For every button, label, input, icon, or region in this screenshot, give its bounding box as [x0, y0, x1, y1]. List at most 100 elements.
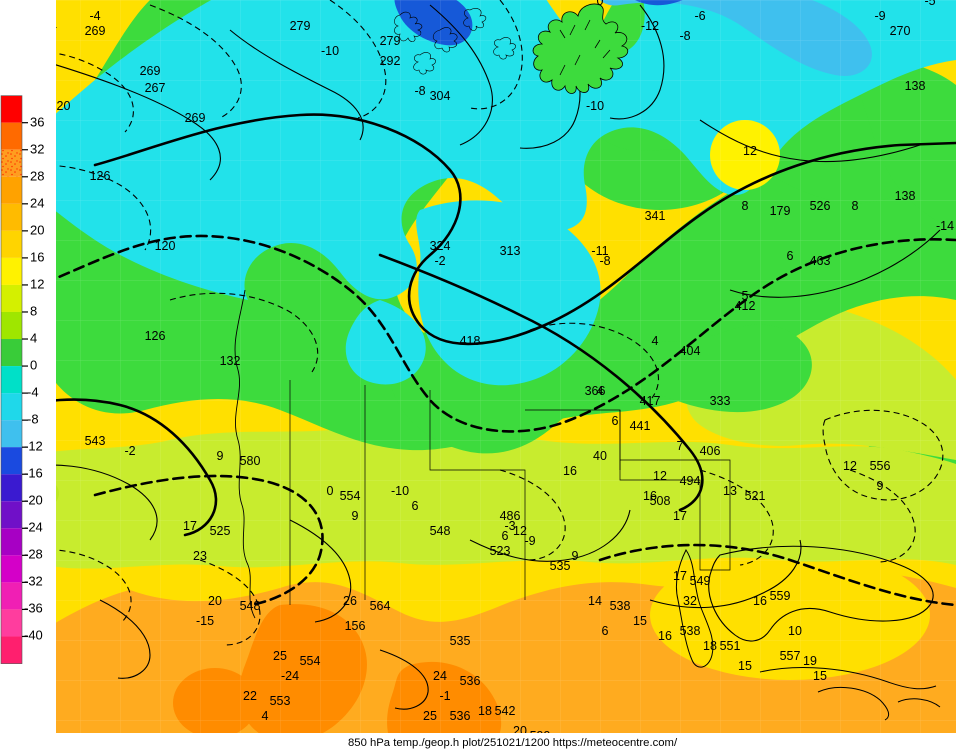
- svg-text:-8: -8: [414, 84, 425, 98]
- svg-text:12: 12: [843, 459, 857, 473]
- svg-text:9: 9: [877, 479, 884, 493]
- svg-text:36: 36: [30, 115, 44, 130]
- svg-text:543: 543: [85, 434, 106, 448]
- svg-text:279: 279: [380, 34, 401, 48]
- svg-text:525: 525: [210, 524, 231, 538]
- svg-text:494: 494: [680, 474, 701, 488]
- svg-text:12: 12: [743, 144, 757, 158]
- svg-text:-32: -32: [24, 574, 43, 589]
- svg-text:0: 0: [327, 484, 334, 498]
- svg-text:28: 28: [30, 169, 44, 184]
- svg-text:17: 17: [673, 569, 687, 583]
- svg-text:24: 24: [30, 196, 44, 211]
- svg-text:6: 6: [787, 249, 794, 263]
- svg-text:554: 554: [340, 489, 361, 503]
- svg-text:132: 132: [220, 354, 241, 368]
- svg-text:526: 526: [810, 199, 831, 213]
- svg-text:313: 313: [500, 244, 521, 258]
- svg-text:15: 15: [738, 659, 752, 673]
- svg-text:6: 6: [502, 529, 509, 543]
- svg-text:9: 9: [352, 509, 359, 523]
- svg-text:542: 542: [495, 704, 516, 718]
- svg-text:8: 8: [852, 199, 859, 213]
- svg-text:-4: -4: [27, 385, 39, 400]
- svg-text:535: 535: [450, 634, 471, 648]
- svg-text:25: 25: [273, 649, 287, 663]
- svg-text:40: 40: [593, 449, 607, 463]
- svg-text:15: 15: [633, 614, 647, 628]
- svg-text:-10: -10: [321, 44, 339, 58]
- svg-text:557: 557: [780, 649, 801, 663]
- svg-text:536: 536: [450, 709, 471, 723]
- svg-text:-12: -12: [24, 439, 43, 454]
- svg-text:0: 0: [30, 358, 37, 373]
- svg-text:549: 549: [690, 574, 711, 588]
- svg-text:-16: -16: [24, 466, 43, 481]
- svg-text:333: 333: [710, 394, 731, 408]
- svg-text:279: 279: [290, 19, 311, 33]
- svg-text:26: 26: [343, 594, 357, 608]
- svg-text:406: 406: [700, 444, 721, 458]
- svg-text:441: 441: [630, 419, 651, 433]
- svg-text:138: 138: [895, 189, 916, 203]
- svg-text:551: 551: [720, 639, 741, 653]
- svg-text:18: 18: [478, 704, 492, 718]
- svg-text:-9: -9: [874, 9, 885, 23]
- svg-text:8: 8: [30, 304, 37, 319]
- svg-text:126: 126: [145, 329, 166, 343]
- svg-text:9: 9: [217, 449, 224, 463]
- svg-text:-24: -24: [281, 669, 299, 683]
- svg-text:4: 4: [652, 334, 659, 348]
- svg-text:-6: -6: [694, 9, 705, 23]
- svg-text:553: 553: [270, 694, 291, 708]
- svg-text:-10: -10: [586, 99, 604, 113]
- svg-text:23: 23: [193, 549, 207, 563]
- svg-text:179: 179: [770, 204, 791, 218]
- svg-text:8: 8: [742, 199, 749, 213]
- svg-text:24: 24: [433, 669, 447, 683]
- svg-text:4: 4: [597, 384, 604, 398]
- svg-text:-24: -24: [24, 520, 43, 535]
- svg-text:6: 6: [612, 414, 619, 428]
- svg-text:156: 156: [345, 619, 366, 633]
- svg-text:-5: -5: [924, 0, 935, 8]
- svg-text:32: 32: [683, 594, 697, 608]
- svg-text:16: 16: [30, 250, 44, 265]
- svg-text:19: 19: [803, 654, 817, 668]
- svg-text:554: 554: [300, 654, 321, 668]
- svg-text:538: 538: [610, 599, 631, 613]
- svg-text:536: 536: [460, 674, 481, 688]
- svg-text:-15: -15: [196, 614, 214, 628]
- svg-text:-2: -2: [434, 254, 445, 268]
- svg-text:32: 32: [30, 142, 44, 157]
- svg-text:304: 304: [430, 89, 451, 103]
- svg-text:508: 508: [650, 494, 671, 508]
- svg-text:18: 18: [703, 639, 717, 653]
- svg-text:16: 16: [658, 629, 672, 643]
- svg-text:341: 341: [645, 209, 666, 223]
- svg-text:269: 269: [140, 64, 161, 78]
- svg-text:20: 20: [30, 223, 44, 238]
- svg-text:292: 292: [380, 54, 401, 68]
- svg-text:-20: -20: [24, 493, 43, 508]
- svg-text:-28: -28: [24, 547, 43, 562]
- svg-text:418: 418: [460, 334, 481, 348]
- svg-text:523: 523: [490, 544, 511, 558]
- svg-text:16: 16: [563, 464, 577, 478]
- svg-text:12: 12: [30, 277, 44, 292]
- svg-text:12: 12: [653, 469, 667, 483]
- svg-text:25: 25: [423, 709, 437, 723]
- svg-text:4: 4: [30, 331, 37, 346]
- svg-text:-40: -40: [24, 628, 43, 643]
- svg-text:138: 138: [905, 79, 926, 93]
- svg-text:580: 580: [240, 454, 261, 468]
- svg-text:-10: -10: [391, 484, 409, 498]
- svg-text:-8: -8: [599, 254, 610, 268]
- svg-text:270: 270: [890, 24, 911, 38]
- svg-text:20: 20: [208, 594, 222, 608]
- svg-text:-2: -2: [124, 444, 135, 458]
- svg-text:22: 22: [243, 689, 257, 703]
- svg-text:269: 269: [85, 24, 106, 38]
- svg-text:9: 9: [572, 549, 579, 563]
- svg-text:267: 267: [145, 81, 166, 95]
